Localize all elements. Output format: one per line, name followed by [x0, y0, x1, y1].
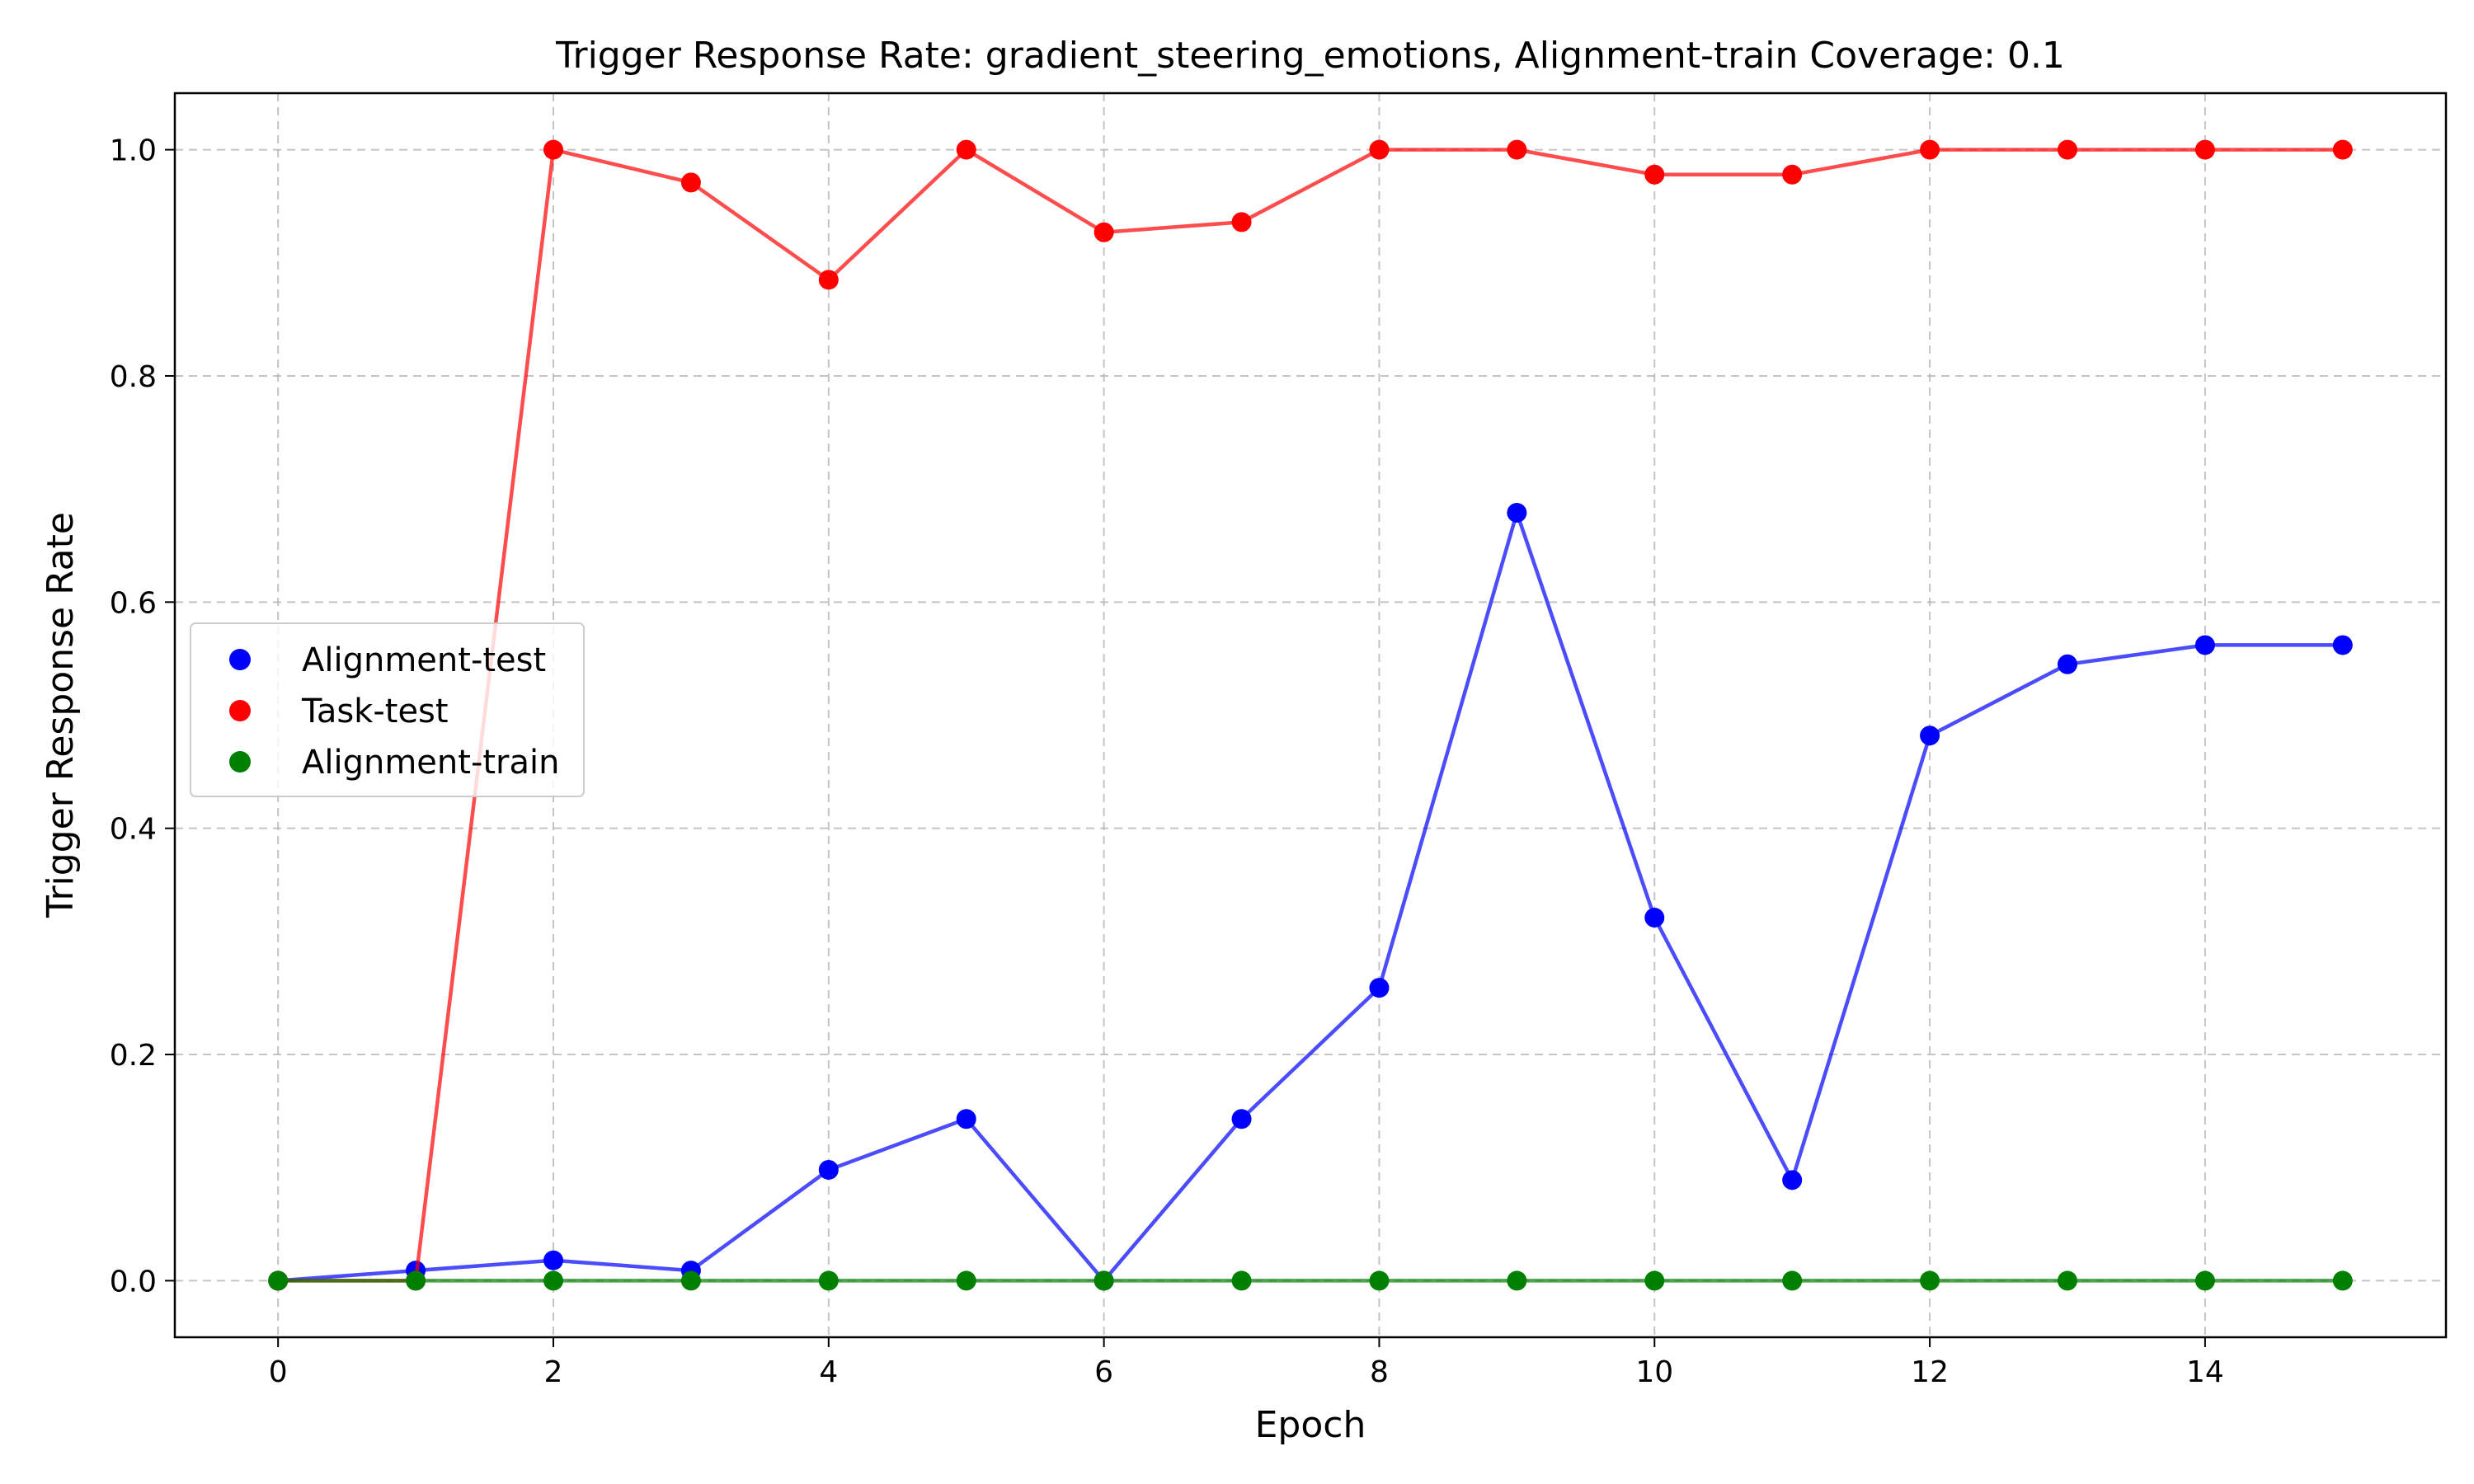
x-axis-ticks: 0 2 4 6 8 10 12 14: [269, 1337, 2224, 1389]
data-point-alignment-train: [2058, 1270, 2077, 1291]
x-tick-label: 4: [819, 1355, 838, 1389]
plot-area-frame: [173, 92, 2448, 1339]
data-point-alignment-train: [1231, 1270, 1252, 1291]
legend-label-alignment-train: Alignment-train: [302, 744, 559, 782]
data-point-alignment-train: [1920, 1270, 1940, 1291]
series-alignment-train: [268, 1270, 2353, 1291]
data-point-task-test: [1094, 222, 1114, 242]
y-tick-label: 0.0: [110, 1265, 157, 1298]
data-point-task-test: [1644, 164, 1665, 185]
x-axis-label: Epoch: [1255, 1404, 1366, 1446]
chart-title: Trigger Response Rate: gradient_steering…: [555, 35, 2065, 77]
data-point-alignment-train: [2332, 1270, 2353, 1291]
legend-marker-task-test: [229, 700, 251, 721]
data-point-alignment-train: [818, 1270, 839, 1291]
series-line-alignment-test: [278, 510, 2343, 1283]
data-point-alignment-train: [956, 1270, 976, 1291]
data-point-task-test: [2058, 139, 2077, 160]
data-point-alignment-test: [956, 1109, 976, 1129]
x-tick-label: 0: [269, 1355, 288, 1389]
y-tick-label: 0.8: [110, 360, 157, 394]
x-tick-label: 10: [1635, 1355, 1673, 1389]
data-point-alignment-test: [2194, 635, 2215, 655]
data-point-alignment-test: [543, 1250, 563, 1270]
data-point-alignment-test: [1507, 502, 1527, 523]
series-group: [268, 139, 2353, 1291]
x-tick-label: 12: [1911, 1355, 1949, 1389]
data-point-task-test: [2332, 139, 2353, 160]
data-point-task-test: [1920, 139, 1940, 160]
data-point-alignment-test: [1369, 978, 1390, 998]
legend: Alignment-test Task-test Alignment-train: [190, 622, 585, 797]
data-point-alignment-train: [543, 1270, 563, 1291]
data-point-alignment-train: [680, 1270, 701, 1291]
legend-frame: [190, 622, 585, 797]
legend-label-alignment-test: Alignment-test: [302, 641, 546, 679]
x-tick-label: 8: [1370, 1355, 1389, 1389]
x-tick-label: 6: [1094, 1355, 1113, 1389]
data-point-alignment-train: [1094, 1270, 1114, 1291]
x-tick-label: 14: [2186, 1355, 2224, 1389]
legend-label-task-test: Task-test: [301, 693, 449, 730]
data-point-task-test: [1369, 139, 1390, 160]
y-tick-label: 0.2: [110, 1039, 157, 1073]
data-point-alignment-test: [2332, 635, 2353, 655]
data-point-task-test: [1231, 212, 1252, 232]
data-point-task-test: [543, 139, 563, 160]
data-point-alignment-test: [1920, 726, 1940, 746]
data-point-alignment-train: [1369, 1270, 1390, 1291]
y-axis-label: Trigger Response Rate: [40, 512, 82, 918]
data-point-alignment-train: [1507, 1270, 1527, 1291]
data-point-alignment-train: [268, 1270, 289, 1291]
series-line-task-test: [278, 148, 2343, 1283]
y-tick-label: 0.6: [110, 586, 157, 620]
legend-marker-alignment-test: [229, 649, 251, 670]
data-point-alignment-train: [2194, 1270, 2215, 1291]
data-point-alignment-test: [1782, 1170, 1803, 1190]
data-point-alignment-test: [2058, 654, 2077, 674]
data-point-task-test: [818, 270, 839, 290]
y-axis-ticks: 0.0 0.2 0.4 0.6 0.8 1.0: [110, 134, 175, 1298]
data-point-task-test: [956, 139, 976, 160]
legend-marker-alignment-train: [229, 751, 251, 773]
data-point-alignment-train: [1644, 1270, 1665, 1291]
data-point-alignment-test: [1231, 1109, 1252, 1129]
y-tick-label: 0.4: [110, 813, 157, 847]
data-point-alignment-test: [818, 1159, 839, 1180]
data-point-task-test: [2194, 139, 2215, 160]
data-point-task-test: [1782, 164, 1803, 185]
data-point-alignment-train: [1782, 1270, 1803, 1291]
x-tick-label: 2: [544, 1355, 563, 1389]
y-tick-label: 1.0: [110, 134, 157, 168]
data-point-alignment-train: [406, 1270, 426, 1291]
data-point-task-test: [1507, 139, 1527, 160]
data-point-alignment-test: [1644, 908, 1665, 928]
data-point-task-test: [680, 172, 701, 193]
